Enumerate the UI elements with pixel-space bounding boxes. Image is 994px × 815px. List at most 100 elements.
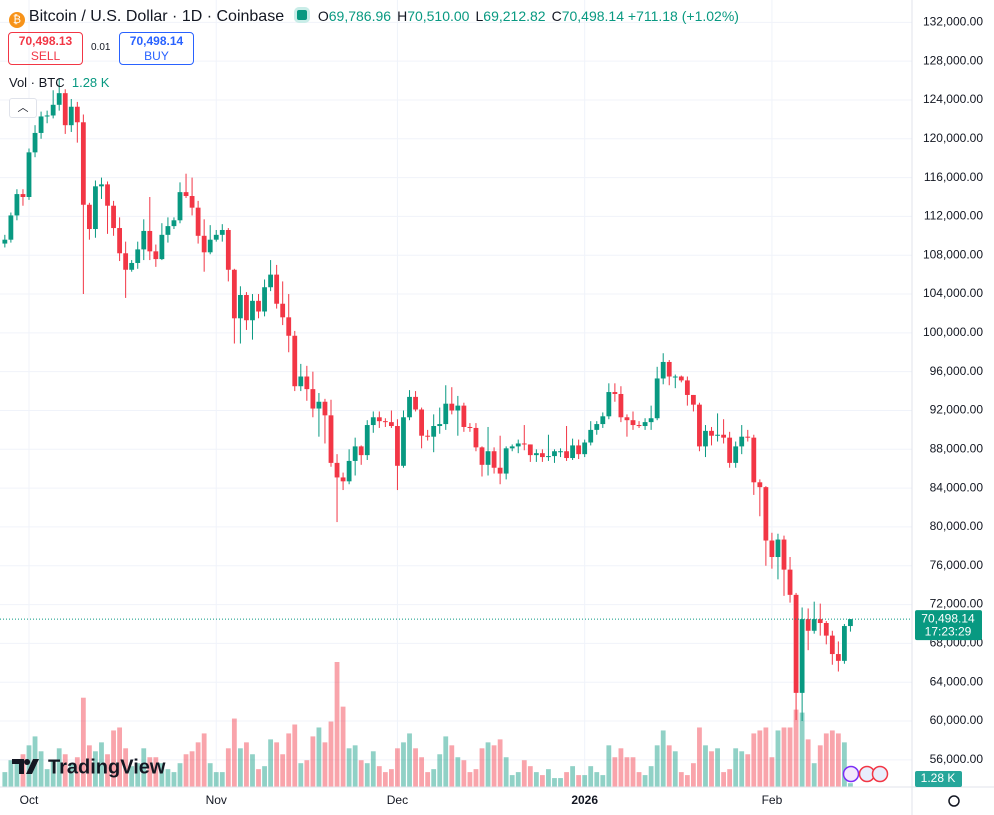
candle-body bbox=[618, 393, 624, 418]
candle-body bbox=[660, 361, 666, 379]
y-tick-label: 88,000.00 bbox=[930, 441, 984, 455]
candle-body bbox=[238, 295, 243, 319]
candle-body bbox=[449, 403, 455, 411]
candle-body bbox=[395, 426, 400, 466]
volume-bar bbox=[238, 748, 243, 787]
volume-bar bbox=[105, 754, 110, 787]
volume-bar bbox=[292, 724, 298, 787]
volume-bar bbox=[183, 754, 189, 787]
candle-body bbox=[443, 403, 449, 425]
volume-bar bbox=[352, 745, 358, 787]
candle-body bbox=[600, 416, 606, 425]
buy-price: 70,498.14 bbox=[129, 34, 184, 48]
candle-body bbox=[654, 378, 660, 419]
volume-bar bbox=[733, 748, 739, 787]
volume-bar bbox=[787, 727, 793, 787]
candle-body bbox=[280, 303, 286, 318]
volume-bar bbox=[823, 733, 829, 787]
y-tick-label: 92,000.00 bbox=[930, 403, 984, 417]
volume-bar bbox=[2, 772, 8, 787]
volume-bar bbox=[817, 745, 823, 787]
volume-bar bbox=[503, 757, 509, 787]
candle-body bbox=[401, 417, 406, 466]
candle-body bbox=[207, 239, 213, 253]
candle-body bbox=[2, 239, 8, 244]
candle-body bbox=[413, 396, 418, 410]
volume-bar bbox=[395, 748, 400, 787]
x-tick-label: Feb bbox=[762, 793, 783, 807]
candle-body bbox=[467, 426, 473, 428]
ohlc-key: L bbox=[475, 8, 484, 24]
candle-body bbox=[123, 253, 129, 270]
candle-body bbox=[691, 394, 696, 405]
volume-bar bbox=[68, 763, 74, 787]
candle-body bbox=[606, 392, 612, 417]
volume-bar bbox=[165, 769, 171, 787]
volume-badge-label: 1.28 K bbox=[921, 771, 956, 785]
x-tick-label: Oct bbox=[20, 793, 39, 807]
volume-bar bbox=[382, 772, 388, 787]
volume-bar bbox=[612, 757, 618, 787]
candle-body bbox=[763, 487, 769, 541]
candle-body bbox=[431, 426, 437, 437]
volume-bar bbox=[684, 775, 690, 787]
logo-text: TradingView bbox=[48, 756, 166, 778]
candle-body bbox=[129, 262, 135, 270]
y-tick-label: 72,000.00 bbox=[930, 597, 984, 611]
volume-bar bbox=[672, 751, 678, 787]
candle-body bbox=[165, 226, 171, 235]
candle-body bbox=[117, 228, 122, 254]
y-tick-label: 124,000.00 bbox=[923, 92, 983, 106]
volume-bar bbox=[600, 775, 606, 787]
candle-body bbox=[751, 437, 757, 483]
y-tick-label: 80,000.00 bbox=[930, 519, 984, 533]
volume-bar bbox=[697, 727, 702, 787]
candle-body bbox=[14, 194, 20, 216]
candle-body bbox=[244, 295, 249, 321]
buy-button[interactable]: 70,498.14 BUY bbox=[119, 32, 194, 65]
candle-body bbox=[141, 230, 147, 250]
volume-bar bbox=[117, 727, 122, 787]
volume-bar bbox=[799, 712, 805, 787]
volume-bar bbox=[527, 766, 533, 787]
volume-bar bbox=[437, 754, 443, 787]
settings-icon bbox=[948, 795, 960, 807]
ohlc-value: 70,498.14 bbox=[561, 8, 624, 24]
symbol-title[interactable]: Bitcoin / U.S. Dollar · 1D · Coinbase bbox=[28, 8, 285, 25]
candle-body bbox=[153, 251, 159, 260]
candle-body bbox=[697, 404, 702, 447]
volume-bar bbox=[274, 742, 280, 787]
candle-body bbox=[521, 443, 527, 445]
sell-button[interactable]: 70,498.13 SELL bbox=[8, 32, 83, 65]
volume-bar bbox=[485, 742, 491, 787]
candle-body bbox=[515, 443, 521, 447]
candle-body bbox=[811, 619, 817, 631]
candle-body bbox=[485, 451, 491, 465]
candle-body bbox=[382, 421, 388, 423]
x-tick-label: Nov bbox=[206, 793, 227, 807]
volume-bar bbox=[111, 730, 116, 787]
volume-bar bbox=[26, 745, 32, 787]
candle-body bbox=[376, 417, 382, 422]
candle-body bbox=[546, 456, 551, 458]
candle-body bbox=[286, 317, 292, 336]
candle-body bbox=[340, 477, 346, 482]
candle-body bbox=[250, 300, 255, 321]
candle-body bbox=[135, 249, 141, 263]
candle-body bbox=[781, 539, 787, 570]
candle-body bbox=[564, 451, 569, 459]
candle-body bbox=[99, 184, 104, 187]
volume-bar bbox=[564, 772, 569, 787]
volume-bar bbox=[93, 751, 98, 787]
candle-body bbox=[829, 635, 835, 655]
volume-bar bbox=[606, 745, 612, 787]
candle-body bbox=[352, 446, 358, 461]
collapse-button[interactable]: ︿ bbox=[9, 98, 37, 118]
candle-body bbox=[298, 376, 304, 387]
volume-bar bbox=[80, 697, 86, 787]
volume-bar bbox=[328, 721, 334, 787]
y-tick-label: 112,000.00 bbox=[924, 209, 983, 223]
x-tick-label: 2026 bbox=[571, 793, 598, 807]
volume-bar bbox=[171, 772, 177, 787]
volume-bar bbox=[835, 733, 841, 787]
